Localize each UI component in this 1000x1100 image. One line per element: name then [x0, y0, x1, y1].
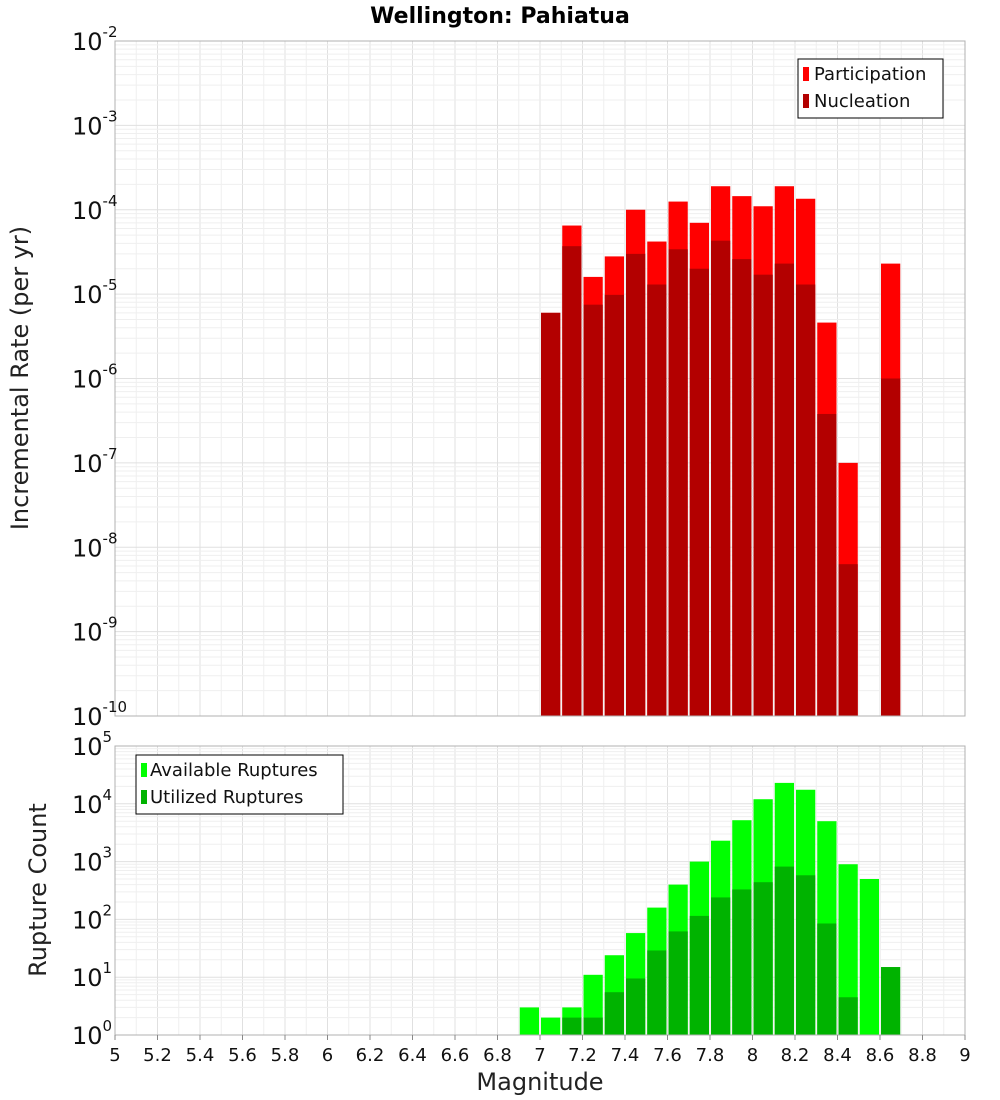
- rate-bar-nucleation: [689, 268, 709, 716]
- x-tick-label: 6.6: [441, 1045, 470, 1066]
- rate-y-tick-label: 10-10: [72, 698, 127, 731]
- x-tick-label: 8.2: [781, 1045, 810, 1066]
- x-tick-label: 6: [322, 1045, 333, 1066]
- legend-available-label: Available Ruptures: [150, 760, 318, 781]
- count-bar-utilized-ruptures: [562, 1017, 582, 1035]
- count-bar-utilized-ruptures: [881, 967, 901, 1035]
- rate-bar-nucleation: [732, 259, 752, 716]
- x-ticks: 5 5.2 5.4 5.6 5.8 6 6.2 6.4 6.6 6.8 7 7.2 7.4 7.6 7.8 8…: [109, 1035, 971, 1066]
- count-panel: 100 101 102 103 104 105 5 5.2 5.4 5.6 5.8 6 6.2 6.4 6…: [24, 728, 971, 1096]
- count-bar-utilized-ruptures: [838, 997, 858, 1035]
- x-tick-label: 9: [959, 1045, 970, 1066]
- rate-bar-nucleation: [626, 253, 646, 716]
- rate-plot-frame: [114, 40, 966, 717]
- legend-nucleation-label: Nucleation: [814, 91, 910, 112]
- count-bar-utilized-ruptures: [711, 897, 731, 1035]
- count-bar-utilized-ruptures: [817, 923, 837, 1035]
- x-tick-label: 6.2: [356, 1045, 385, 1066]
- rate-bar-nucleation: [753, 274, 773, 716]
- rate-bar-nucleation: [562, 246, 582, 716]
- legend-available-swatch: [141, 763, 147, 777]
- rate-y-tick-label: 10-8: [72, 529, 118, 562]
- count-bar-utilized-ruptures: [796, 875, 816, 1035]
- count-bar-available-ruptures: [519, 1007, 539, 1035]
- rate-panel: 10-10 10-9 10-8 10-7 10-6 10-5 10-4 10-3 10-2 In…: [6, 23, 966, 731]
- x-tick-label: 7.4: [611, 1045, 640, 1066]
- count-bars: [519, 782, 901, 1035]
- rate-y-tick-label: 10-9: [72, 614, 118, 647]
- rate-legend: Participation Nucleation: [797, 58, 944, 119]
- rate-bar-nucleation: [668, 249, 688, 716]
- x-axis-label: Magnitude: [476, 1068, 603, 1096]
- x-tick-label: 8.4: [823, 1045, 852, 1066]
- count-bar-utilized-ruptures: [774, 866, 794, 1035]
- rate-bar-nucleation: [604, 294, 624, 716]
- x-tick-label: 7.8: [696, 1045, 725, 1066]
- legend-utilized-swatch: [141, 790, 147, 804]
- x-tick-label: 8.6: [866, 1045, 895, 1066]
- rate-y-tick-label: 10-5: [72, 276, 118, 309]
- x-tick-label: 5: [109, 1045, 120, 1066]
- rate-bar-nucleation: [796, 284, 816, 716]
- x-tick-label: 7: [534, 1045, 545, 1066]
- x-tick-label: 5.4: [186, 1045, 215, 1066]
- rate-bar-nucleation: [647, 284, 667, 716]
- count-bar-utilized-ruptures: [753, 882, 773, 1035]
- rate-y-tick-label: 10-3: [72, 107, 118, 140]
- count-bar-available-ruptures: [859, 878, 879, 1035]
- count-bar-utilized-ruptures: [689, 915, 709, 1035]
- count-bar-utilized-ruptures: [604, 992, 624, 1035]
- count-bar-utilized-ruptures: [647, 950, 667, 1035]
- x-tick-label: 8: [747, 1045, 758, 1066]
- count-bar-available-ruptures: [838, 864, 858, 1035]
- rate-bar-nucleation: [774, 263, 794, 716]
- x-tick-label: 8.8: [908, 1045, 937, 1066]
- count-bar-utilized-ruptures: [583, 1017, 603, 1035]
- rate-bar-nucleation: [541, 312, 561, 716]
- rate-bars: [541, 186, 901, 717]
- legend-participation-label: Participation: [814, 64, 926, 85]
- x-tick-label: 6.8: [483, 1045, 512, 1066]
- rate-y-tick-label: 10-4: [72, 192, 118, 225]
- rate-y-axis-label: Incremental Rate (per yr): [6, 226, 34, 530]
- x-tick-label: 5.2: [143, 1045, 172, 1066]
- count-y-tick-label: 104: [72, 786, 112, 819]
- count-y-tick-label: 103: [72, 844, 112, 877]
- count-y-tick-label: 105: [72, 728, 112, 761]
- chart-title: Wellington: Pahiatua: [370, 4, 630, 29]
- rate-bar-nucleation: [711, 240, 731, 717]
- rate-bar-nucleation: [881, 378, 901, 716]
- count-bar-utilized-ruptures: [732, 889, 752, 1035]
- rate-y-tick-label: 10-7: [72, 445, 118, 478]
- legend-nucleation-swatch: [803, 94, 809, 108]
- rate-legend-box: [797, 58, 944, 119]
- x-tick-label: 5.8: [271, 1045, 300, 1066]
- count-y-tick-label: 101: [72, 959, 112, 992]
- count-bar-utilized-ruptures: [626, 978, 646, 1035]
- count-y-axis-label: Rupture Count: [24, 803, 52, 977]
- x-tick-label: 7.2: [568, 1045, 597, 1066]
- count-bar-available-ruptures: [541, 1017, 561, 1035]
- rate-y-ticks: 10-10 10-9 10-8 10-7 10-6 10-5 10-4 10-3 10-2: [72, 23, 127, 731]
- x-tick-label: 7.6: [653, 1045, 682, 1066]
- count-y-tick-label: 100: [72, 1017, 112, 1050]
- count-y-tick-label: 102: [72, 901, 112, 934]
- rate-y-tick-label: 10-2: [72, 23, 118, 56]
- rate-bar-nucleation: [838, 564, 858, 716]
- legend-utilized-label: Utilized Ruptures: [150, 787, 303, 808]
- x-tick-label: 6.4: [398, 1045, 427, 1066]
- count-y-ticks: 100 101 102 103 104 105: [72, 728, 112, 1050]
- rate-y-tick-label: 10-6: [72, 361, 118, 394]
- count-legend-box: [135, 754, 344, 815]
- count-bar-utilized-ruptures: [668, 931, 688, 1035]
- rate-bar-nucleation: [583, 304, 603, 716]
- count-legend: Available Ruptures Utilized Ruptures: [135, 754, 344, 815]
- rate-grid: [114, 41, 966, 717]
- x-tick-label: 5.6: [228, 1045, 257, 1066]
- rate-bar-nucleation: [817, 413, 837, 716]
- legend-participation-swatch: [803, 67, 809, 81]
